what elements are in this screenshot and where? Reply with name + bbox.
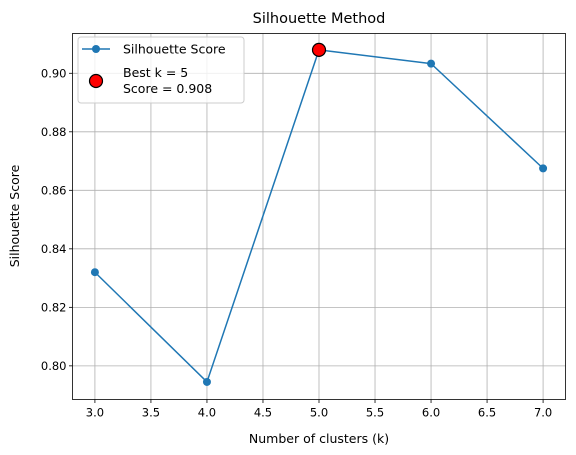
- legend-highlight-label-line1: Best k = 5: [123, 65, 188, 80]
- data-point: [427, 59, 436, 68]
- x-tick-label: 7.0: [534, 406, 552, 420]
- best-k-marker: [311, 42, 327, 57]
- legend-box: [77, 36, 245, 104]
- x-tick-label: 6.5: [478, 406, 496, 420]
- x-axis-ticks: 3.0 3.5 4.0 4.5 5.0 5.5 6.0 6.5 7.0: [86, 399, 552, 420]
- y-axis-ticks: 0.80 0.82 0.84 0.86 0.88 0.90: [41, 66, 73, 373]
- x-tick-label: 6.0: [422, 406, 440, 420]
- x-tick-label: 3.5: [142, 406, 160, 420]
- x-tick-label: 4.5: [254, 406, 272, 420]
- chart-title: Silhouette Method: [253, 11, 386, 27]
- legend-highlight-marker: [88, 73, 104, 89]
- data-point: [202, 377, 211, 386]
- legend-highlight-label-line2: Score = 0.908: [123, 81, 212, 96]
- data-point: [539, 164, 548, 173]
- x-tick-label: 4.0: [198, 406, 216, 420]
- y-axis-label: Silhouette Score: [7, 164, 22, 267]
- y-tick-label: 0.90: [41, 66, 67, 80]
- x-tick-label: 3.0: [86, 406, 104, 420]
- y-tick-label: 0.82: [41, 300, 67, 314]
- x-axis-label: Number of clusters (k): [249, 431, 389, 446]
- data-point: [90, 268, 99, 277]
- legend-series-label: Silhouette Score: [123, 42, 226, 57]
- x-tick-label: 5.0: [310, 406, 328, 420]
- highlight-layer: [311, 42, 327, 57]
- legend: Silhouette Score Best k = 5 Score = 0.90…: [77, 36, 245, 104]
- y-tick-label: 0.88: [41, 125, 67, 139]
- y-tick-label: 0.84: [41, 242, 67, 256]
- legend-series-marker: [92, 45, 100, 53]
- plot-frame: [72, 33, 566, 400]
- y-tick-label: 0.80: [41, 359, 67, 373]
- y-tick-label: 0.86: [41, 183, 67, 197]
- x-tick-label: 5.5: [366, 406, 384, 420]
